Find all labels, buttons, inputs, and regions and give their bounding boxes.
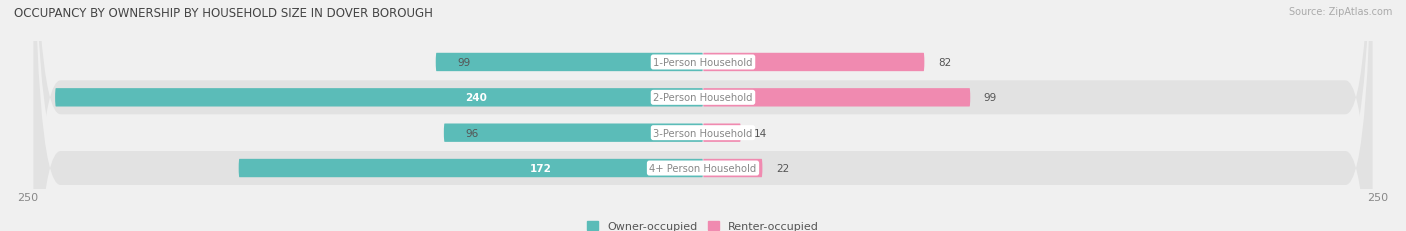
FancyBboxPatch shape bbox=[239, 159, 703, 177]
FancyBboxPatch shape bbox=[703, 54, 924, 72]
Text: 4+ Person Household: 4+ Person Household bbox=[650, 163, 756, 173]
FancyBboxPatch shape bbox=[703, 159, 762, 177]
FancyBboxPatch shape bbox=[34, 0, 1372, 231]
Text: 2-Person Household: 2-Person Household bbox=[654, 93, 752, 103]
Text: 22: 22 bbox=[776, 163, 789, 173]
Text: OCCUPANCY BY OWNERSHIP BY HOUSEHOLD SIZE IN DOVER BOROUGH: OCCUPANCY BY OWNERSHIP BY HOUSEHOLD SIZE… bbox=[14, 7, 433, 20]
Text: 1-Person Household: 1-Person Household bbox=[654, 58, 752, 68]
Legend: Owner-occupied, Renter-occupied: Owner-occupied, Renter-occupied bbox=[582, 216, 824, 231]
Text: 99: 99 bbox=[457, 58, 471, 68]
FancyBboxPatch shape bbox=[703, 124, 741, 142]
Text: 82: 82 bbox=[938, 58, 950, 68]
Text: 99: 99 bbox=[984, 93, 997, 103]
Text: 3-Person Household: 3-Person Household bbox=[654, 128, 752, 138]
FancyBboxPatch shape bbox=[34, 0, 1372, 231]
Text: 96: 96 bbox=[465, 128, 478, 138]
Text: 240: 240 bbox=[465, 93, 486, 103]
FancyBboxPatch shape bbox=[703, 89, 970, 107]
Text: 14: 14 bbox=[754, 128, 768, 138]
Text: Source: ZipAtlas.com: Source: ZipAtlas.com bbox=[1288, 7, 1392, 17]
FancyBboxPatch shape bbox=[444, 124, 703, 142]
FancyBboxPatch shape bbox=[55, 89, 703, 107]
FancyBboxPatch shape bbox=[34, 0, 1372, 231]
Text: 172: 172 bbox=[530, 163, 551, 173]
FancyBboxPatch shape bbox=[436, 54, 703, 72]
FancyBboxPatch shape bbox=[34, 0, 1372, 231]
